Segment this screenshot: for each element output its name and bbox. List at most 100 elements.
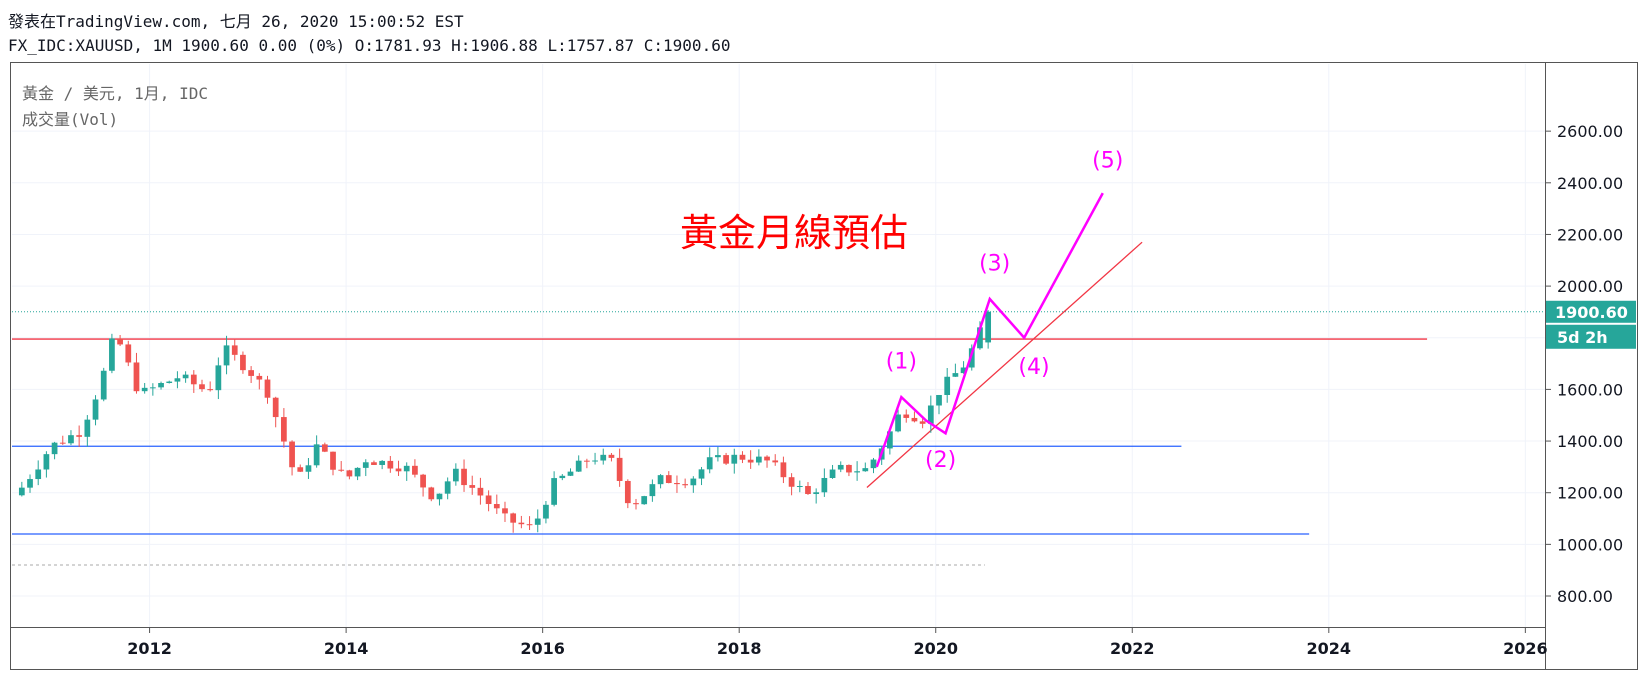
candle-body bbox=[649, 484, 656, 497]
last-price-tag-label: 1900.60 bbox=[1555, 303, 1628, 322]
price-tick-label: 1400.00 bbox=[1557, 432, 1623, 451]
candle-body bbox=[420, 474, 426, 488]
time-tick-label: 2026 bbox=[1503, 639, 1548, 658]
candle-body bbox=[805, 486, 811, 495]
candle-body bbox=[92, 399, 99, 420]
time-tick-label: 2022 bbox=[1110, 639, 1155, 658]
candle-body bbox=[641, 496, 648, 505]
candle-body bbox=[551, 478, 557, 505]
candle-body bbox=[469, 485, 476, 488]
symbol-legend[interactable]: 黃金 / 美元, 1月, IDC bbox=[22, 84, 208, 103]
price-tick-label: 2200.00 bbox=[1557, 225, 1623, 244]
price-tick-label: 2400.00 bbox=[1557, 174, 1623, 193]
candle-body bbox=[706, 457, 713, 470]
candle-body bbox=[772, 460, 779, 463]
candle-body bbox=[240, 354, 246, 371]
candle-body bbox=[502, 508, 508, 514]
candle-body bbox=[215, 365, 222, 391]
candle-body bbox=[76, 435, 83, 437]
price-axis[interactable]: 800.001000.001200.001400.001600.001800.0… bbox=[1545, 122, 1623, 606]
candle-body bbox=[813, 492, 820, 495]
candle-body bbox=[149, 387, 156, 389]
candle-body bbox=[633, 503, 639, 505]
candle-body bbox=[518, 522, 525, 525]
candle-body bbox=[788, 477, 795, 487]
candle-body bbox=[485, 495, 492, 505]
candle-body bbox=[190, 374, 197, 385]
candle-body bbox=[256, 375, 263, 380]
candle-body bbox=[461, 468, 467, 486]
candle-body bbox=[362, 462, 369, 468]
price-tick-label: 1600.00 bbox=[1557, 380, 1623, 399]
candle-body bbox=[780, 462, 787, 478]
wave-drawings: (1) (2) (3) (4) (5) bbox=[875, 148, 1123, 473]
chart-annotation-title: 黃金月線預估 bbox=[680, 211, 908, 255]
candle-body bbox=[272, 397, 279, 418]
candle-body bbox=[18, 487, 25, 496]
chart-frame bbox=[10, 62, 1638, 670]
candle-body bbox=[68, 435, 74, 444]
grid bbox=[12, 64, 1545, 627]
candle-body bbox=[248, 370, 254, 376]
candle-body bbox=[968, 348, 975, 368]
candle-body bbox=[846, 464, 852, 473]
candle-body bbox=[543, 504, 549, 519]
candle-body bbox=[493, 504, 500, 509]
time-axis[interactable]: 2012 2014 2016 2018 2020 2022 2024 2026 bbox=[127, 627, 1548, 658]
volume-legend[interactable]: 成交量(Vol) bbox=[22, 110, 119, 129]
candle-body bbox=[109, 338, 115, 371]
candle-body bbox=[723, 455, 729, 464]
candle-body bbox=[624, 480, 631, 504]
publish-info: 發表在TradingView.com, 七月 26, 2020 15:00:52… bbox=[8, 12, 464, 31]
candle-body bbox=[739, 454, 746, 460]
candle-body bbox=[526, 524, 533, 526]
candle-body bbox=[977, 327, 983, 349]
candle-body bbox=[444, 481, 451, 494]
level-lines bbox=[12, 241, 1545, 566]
time-tick-label: 2014 bbox=[324, 639, 369, 658]
candle-body bbox=[690, 478, 697, 486]
trend-line bbox=[866, 241, 1143, 489]
candle-body bbox=[264, 379, 271, 398]
candle-body bbox=[207, 389, 214, 391]
candle-body bbox=[747, 459, 754, 463]
candle-body bbox=[313, 444, 320, 466]
candle-body bbox=[731, 454, 738, 464]
candle-body bbox=[534, 518, 541, 525]
candle-body bbox=[371, 462, 377, 465]
candle-body bbox=[854, 471, 860, 473]
candle-body bbox=[887, 431, 893, 449]
candle-body bbox=[657, 475, 664, 485]
price-tick-label: 2000.00 bbox=[1557, 277, 1623, 296]
candle-body bbox=[412, 465, 418, 475]
candle-body bbox=[281, 417, 287, 442]
candle-body bbox=[158, 383, 164, 388]
price-tick-label: 1200.00 bbox=[1557, 484, 1623, 503]
candle-body bbox=[608, 454, 615, 458]
candle-body bbox=[682, 484, 689, 486]
candle-body bbox=[584, 460, 590, 462]
candle-body bbox=[477, 487, 484, 496]
candle-body bbox=[592, 460, 598, 462]
candle-body bbox=[305, 465, 312, 472]
ohlc-info: FX_IDC:XAUUSD, 1M 1900.60 0.00 (0%) O:17… bbox=[8, 36, 731, 55]
candle-body bbox=[936, 394, 942, 406]
wave-label: (3) bbox=[979, 252, 1010, 277]
candle-body bbox=[84, 419, 91, 437]
candle-body bbox=[698, 469, 705, 479]
candle-body bbox=[330, 451, 336, 470]
countdown-tag-label: 5d 2h bbox=[1557, 328, 1608, 347]
candle-body bbox=[755, 456, 762, 463]
candle-body bbox=[927, 405, 934, 424]
candle-body bbox=[559, 475, 566, 479]
candle-body bbox=[403, 465, 410, 472]
candle-body bbox=[452, 468, 459, 482]
wave-label: (2) bbox=[925, 448, 956, 473]
candle-body bbox=[796, 486, 803, 488]
candle-body bbox=[665, 475, 672, 484]
candle-body bbox=[59, 442, 66, 444]
candle-body bbox=[715, 455, 721, 458]
candle-body bbox=[616, 457, 623, 481]
candle-body bbox=[821, 477, 828, 493]
